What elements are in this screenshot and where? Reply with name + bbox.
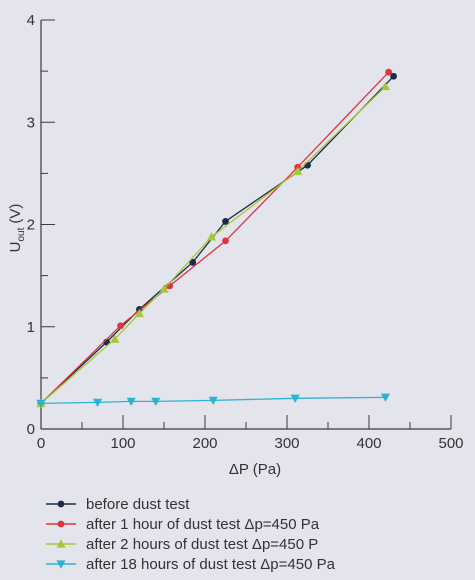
axes: 0 1 2 3 4 0 100 200 300 400 500 [27, 12, 464, 452]
series-4-point [151, 397, 161, 406]
x-tick-label: 500 [438, 435, 463, 452]
series-4-point [380, 393, 390, 402]
series-3-point [380, 81, 390, 91]
axis-labels: ΔP (Pa) Uout (V) [7, 204, 281, 478]
x-axis-label: ΔP (Pa) [229, 461, 281, 478]
legend-item-4: after 18 hours of dust test Δp=450 Pa [46, 556, 336, 573]
legend-item-1: before dust test [46, 496, 190, 513]
y-axis-label-subscript: out [16, 227, 27, 241]
series-2-line [40, 71, 390, 404]
series-4 [36, 393, 390, 409]
series-1-point [222, 218, 229, 225]
legend-item-3: after 2 hours of dust test Δp=450 P [46, 536, 318, 553]
series-2-point [117, 322, 124, 330]
y-axis-label: Uout (V) [7, 204, 27, 253]
y-axis-label-main: U [7, 242, 24, 253]
series-1-line [40, 75, 395, 404]
y-axis-label-unit: (V) [7, 204, 24, 224]
series-4-point [36, 399, 46, 409]
legend-swatch-marker [56, 539, 66, 548]
series-2-point [222, 237, 229, 245]
legend-label: after 18 hours of dust test Δp=450 Pa [86, 556, 336, 573]
series-1 [37, 72, 397, 407]
series-1-point [189, 258, 197, 266]
y-tick-label: 2 [27, 217, 35, 234]
series-3-point [206, 232, 217, 241]
x-tick-label: 300 [274, 435, 299, 452]
series-2-point [385, 68, 393, 76]
series-4-point [92, 398, 103, 408]
series-4-point [126, 397, 136, 406]
legend-swatch-marker [57, 520, 65, 528]
y-tick-label: 0 [27, 421, 35, 438]
y-tick-label: 1 [27, 319, 35, 336]
legend-label: after 1 hour of dust test Δp=450 Pa [86, 516, 320, 533]
y-tick-label: 4 [27, 12, 35, 29]
legend: before dust test after 1 hour of dust tes… [46, 496, 336, 573]
y-tick-label: 3 [27, 114, 35, 131]
legend-label: after 2 hours of dust test Δp=450 P [86, 536, 318, 553]
x-tick-label: 100 [110, 435, 135, 452]
series-3-point [110, 334, 120, 343]
x-tick-label: 0 [37, 435, 45, 452]
legend-swatch-marker [57, 500, 65, 508]
y-axis-label-group: Uout (V) [7, 204, 27, 253]
series-3-point [134, 308, 144, 318]
series-3-point [293, 166, 303, 176]
legend-label: before dust test [86, 496, 190, 513]
series-4-point [208, 396, 218, 405]
series-4-point [290, 394, 300, 403]
x-tick-label: 400 [356, 435, 381, 452]
series-3-point [159, 284, 169, 293]
series-3 [36, 81, 390, 408]
legend-item-2: after 1 hour of dust test Δp=450 Pa [46, 516, 320, 533]
series-1-point [304, 161, 311, 169]
series-1-point [390, 72, 397, 80]
legend-swatch-marker [56, 560, 66, 569]
series-layer [36, 68, 397, 409]
x-tick-label: 200 [192, 435, 217, 452]
